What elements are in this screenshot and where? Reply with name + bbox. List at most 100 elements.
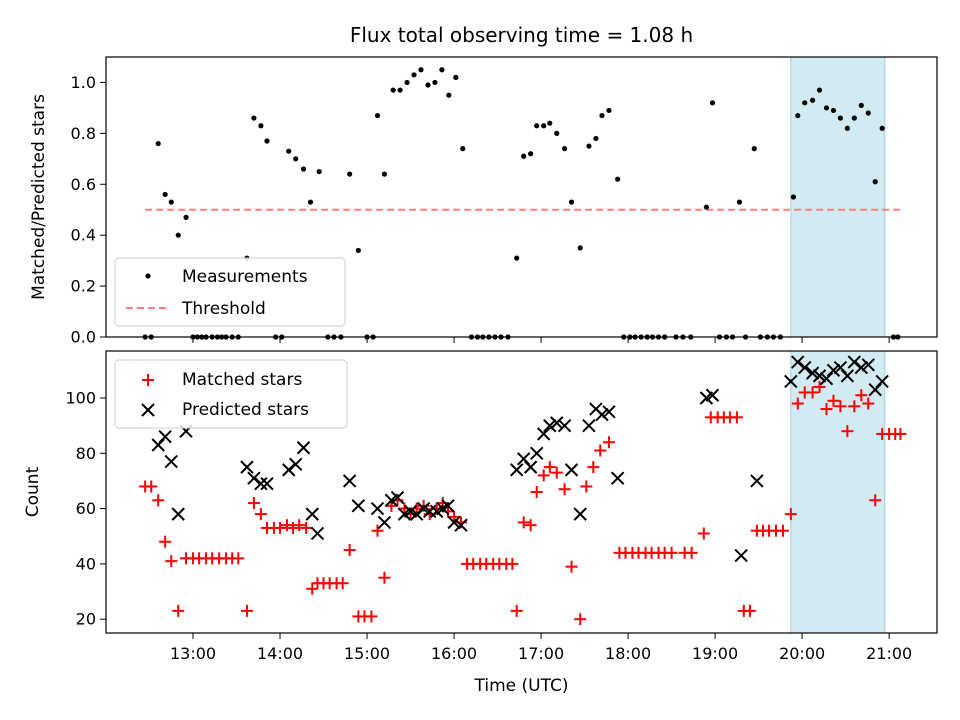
- predicted-stars-point: [454, 518, 468, 532]
- x-tick-label: 13:00: [170, 644, 216, 663]
- count-x-ticks: 13:00 14:00 15:00 16:00 17:00 18:00 19:00 20:00…: [170, 633, 912, 663]
- predicted-stars-point: [550, 416, 564, 430]
- matched-stars-point: [869, 494, 882, 507]
- y-tick-label: 0.6: [71, 175, 96, 194]
- ratio-y-ticks: 0.0 0.2 0.4 0.6 0.8 1.0: [71, 73, 106, 347]
- measurement-point: [599, 112, 605, 119]
- predicted-stars-point: [510, 463, 524, 477]
- predicted-stars-point: [441, 499, 455, 513]
- measurement-point: [397, 87, 403, 93]
- measurement-point: [514, 255, 520, 261]
- measurement-point: [404, 79, 410, 86]
- measurement-point: [293, 156, 299, 162]
- measurement-point: [374, 112, 381, 119]
- measurement-point: [162, 191, 168, 198]
- predicted-stars-point: [861, 358, 875, 372]
- y-tick-label: 1.0: [71, 73, 96, 92]
- x-tick-label: 21:00: [866, 644, 912, 663]
- measurement-point: [872, 179, 878, 185]
- ratio-legend: Measurements Threshold: [114, 257, 346, 327]
- measurement-point: [528, 151, 534, 157]
- x-axis-label: Time (UTC): [474, 676, 569, 696]
- y-tick-label: 0.8: [71, 124, 96, 143]
- matched-stars-point: [537, 469, 550, 482]
- x-tick-label: 19:00: [692, 644, 738, 663]
- matched-stars-point: [280, 519, 293, 532]
- ratio-y-axis-label: Matched/Predicted stars: [29, 94, 49, 300]
- legend-matched-marker: [142, 374, 154, 386]
- measurement-point: [865, 110, 871, 116]
- count-plot-frame: [105, 350, 938, 634]
- measurement-point: [577, 245, 583, 251]
- measurement-point: [879, 125, 885, 131]
- measurement-point: [837, 115, 844, 121]
- matched-stars-point: [232, 552, 245, 565]
- measurement-point: [175, 232, 181, 238]
- measurement-point: [858, 102, 864, 108]
- count-y-ticks: 20 40 60 80 100: [65, 389, 106, 629]
- predicted-stars-point: [377, 515, 392, 530]
- measurement-point: [830, 107, 837, 114]
- observing-window-highlight: [790, 56, 886, 338]
- measurement-point: [802, 100, 808, 106]
- matched-stars-point: [343, 544, 356, 557]
- measurement-point: [593, 135, 599, 142]
- measurement-point: [844, 125, 850, 131]
- matched-stars-point: [152, 494, 165, 507]
- predicted-stars-point: [536, 427, 551, 441]
- matched-stars-point: [776, 524, 789, 537]
- predicted-stars-point: [260, 476, 274, 491]
- matched-stars-point: [827, 394, 840, 407]
- matched-stars-point: [165, 555, 178, 568]
- matched-stars-point: [730, 411, 743, 424]
- predicted-stars-point: [240, 460, 254, 474]
- predicted-stars-point: [247, 471, 261, 485]
- matched-stars-point: [378, 571, 391, 584]
- predicted-stars-point: [282, 463, 296, 477]
- predicted-stars-point: [805, 366, 820, 380]
- predicted-stars-point: [840, 369, 855, 383]
- predicted-stars-point: [523, 460, 538, 474]
- measurement-point: [300, 166, 307, 172]
- matched-stars-point: [602, 436, 615, 449]
- matched-stars-point: [506, 557, 519, 570]
- matched-stars-point: [580, 480, 593, 493]
- measurement-point: [606, 107, 612, 114]
- matched-stars-point: [743, 604, 756, 617]
- predicted-stars-point: [854, 360, 869, 375]
- ratio-legend-box: [114, 257, 346, 327]
- count-plot-marks: [139, 355, 907, 626]
- y-tick-label: 20: [76, 610, 96, 629]
- x-tick-label: 17:00: [518, 644, 564, 663]
- matched-stars-point: [697, 527, 710, 540]
- measurement-point: [460, 146, 466, 152]
- matched-stars-point: [820, 403, 833, 416]
- x-tick-label: 15:00: [344, 644, 390, 663]
- measurement-point: [541, 123, 547, 129]
- legend-measurements-label: Measurements: [182, 267, 308, 287]
- measurement-point: [439, 67, 445, 73]
- measurement-point: [286, 148, 292, 154]
- legend-predicted-label: Predicted stars: [182, 400, 309, 420]
- matched-stars-point: [517, 516, 530, 529]
- matched-stars-point: [813, 380, 826, 393]
- matched-stars-point: [834, 400, 847, 413]
- predicted-stars-point: [254, 476, 268, 491]
- measurement-point: [432, 79, 438, 86]
- ratio-plot-frame: [105, 56, 938, 338]
- predicted-stars-point: [826, 363, 841, 378]
- x-tick-label: 20:00: [779, 644, 825, 663]
- predicted-stars-point: [734, 548, 748, 563]
- matched-stars-point: [159, 535, 172, 548]
- predicted-stars-point: [288, 457, 303, 472]
- predicted-stars-point: [543, 418, 557, 433]
- measurement-point: [795, 112, 801, 119]
- matched-stars-point: [558, 483, 571, 496]
- predicted-stars-point: [602, 405, 616, 419]
- matched-stars-point: [587, 461, 600, 474]
- measurement-point: [534, 123, 540, 129]
- matched-stars-point: [247, 497, 260, 510]
- predicted-stars-point: [875, 374, 889, 389]
- matched-stars-point: [848, 400, 861, 413]
